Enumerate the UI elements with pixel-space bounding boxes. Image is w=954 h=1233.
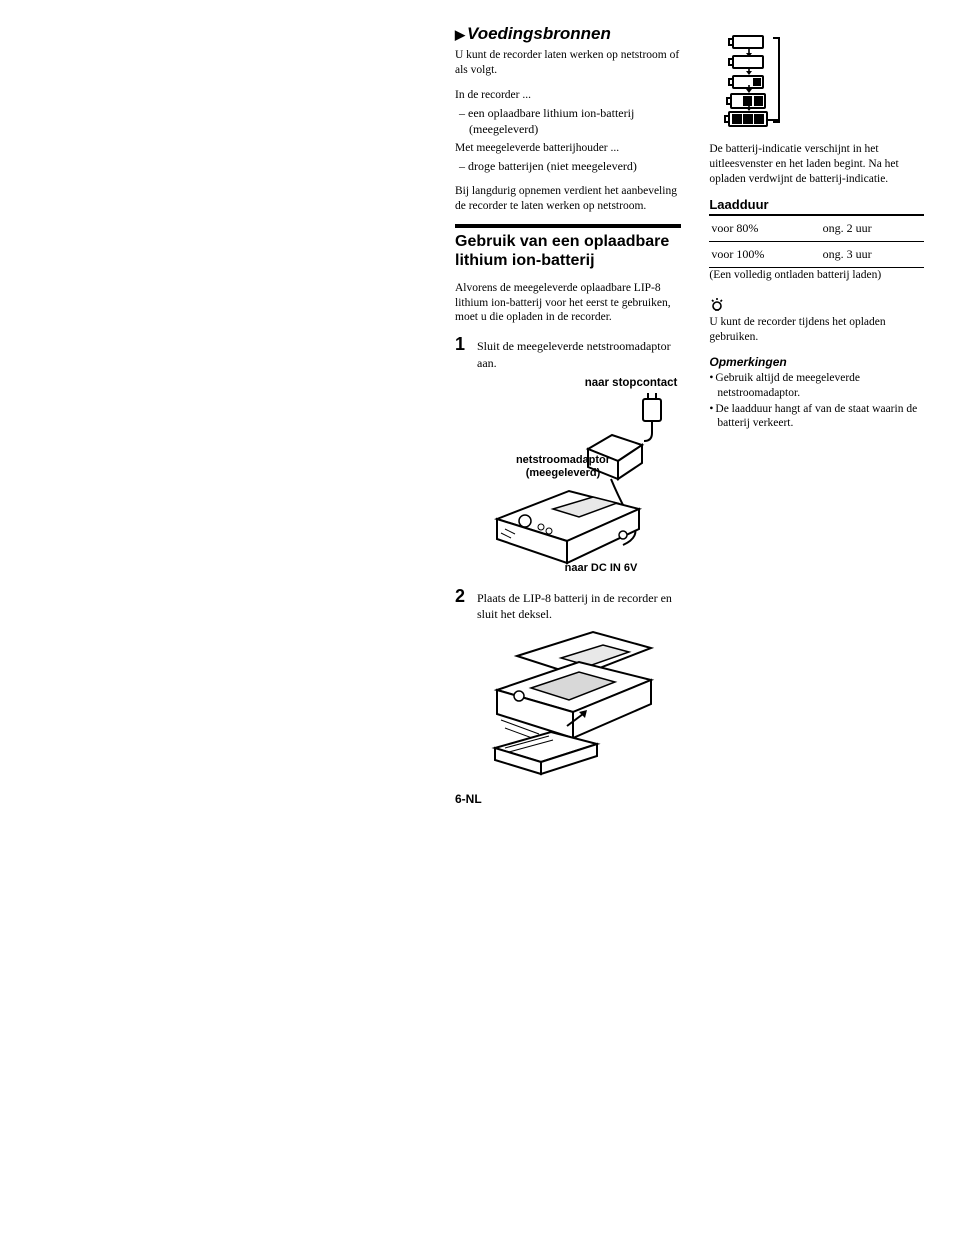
table-caption: (Een volledig ontladen batterij laden)	[709, 268, 924, 283]
step-2-number: 2	[455, 587, 469, 622]
svg-text:(meegeleverd): (meegeleverd)	[526, 467, 601, 479]
battery-insert-svg	[473, 628, 663, 778]
intro-text-4: Bij langdurig opnemen verdient het aanbe…	[455, 184, 681, 214]
diagram-battery-insert	[455, 628, 681, 778]
step-1: 1 Sluit de meegeleverde netstroomadaptor…	[455, 335, 681, 370]
main-heading: Voedingsbronnen	[455, 24, 681, 44]
battery-indication-text: De batterij-indicatie verschijnt in het …	[709, 142, 924, 187]
battery-indicator-icon	[709, 32, 924, 128]
adapter-diagram-svg: netstroomadaptor (meegeleverd)	[473, 393, 673, 573]
tip-text: U kunt de recorder tijdens het opladen g…	[709, 315, 924, 345]
page-number: 6-NL	[455, 792, 681, 806]
intro-text-2: In de recorder ...	[455, 88, 681, 103]
table-cell: ong. 2 uur	[821, 216, 924, 242]
note-1: Gebruik altijd de meegeleverde netstroom…	[709, 371, 924, 401]
note-2: De laadduur hangt af van de staat waarin…	[709, 402, 924, 432]
right-column: De batterij-indicatie verschijnt in het …	[709, 24, 924, 806]
table-cell: voor 80%	[709, 216, 820, 242]
section-heading: Gebruik van een oplaadbare lithium ion-b…	[455, 224, 681, 270]
label-outlet: naar stopcontact	[473, 377, 681, 389]
step-2-text: Plaats de LIP-8 batterij in de recorder …	[477, 587, 681, 622]
step-1-text: Sluit de meegeleverde netstroomadaptor a…	[477, 335, 681, 370]
notes-heading: Opmerkingen	[709, 355, 924, 369]
intro-text-1: U kunt de recorder laten werken op netst…	[455, 48, 681, 78]
table-cell: ong. 3 uur	[821, 241, 924, 267]
intro-text-3: Met meegeleverde batterijhouder ...	[455, 141, 681, 156]
step-2: 2 Plaats de LIP-8 batterij in de recorde…	[455, 587, 681, 622]
table-title: Laadduur	[709, 197, 924, 216]
table-row: voor 100% ong. 3 uur	[709, 241, 924, 267]
left-column: Voedingsbronnen U kunt de recorder laten…	[455, 24, 681, 806]
table-cell: voor 100%	[709, 241, 820, 267]
label-adapter-svg: netstroomadaptor	[516, 454, 611, 466]
intro-item-1: – een oplaadbare lithium ion-batterij (m…	[455, 105, 681, 137]
diagram-adapter: naar stopcontact netstroomadaptor (meege…	[455, 377, 681, 573]
table-row: voor 80% ong. 2 uur	[709, 216, 924, 242]
label-dcin-svg: naar DC IN 6V	[565, 562, 638, 573]
tip-icon	[709, 297, 924, 313]
step-1-number: 1	[455, 335, 469, 370]
section-intro: Alvorens de meegeleverde oplaadbare LIP-…	[455, 281, 681, 326]
charge-table: voor 80% ong. 2 uur voor 100% ong. 3 uur	[709, 216, 924, 268]
intro-item-2: – droge batterijen (niet meegeleverd)	[455, 158, 681, 174]
